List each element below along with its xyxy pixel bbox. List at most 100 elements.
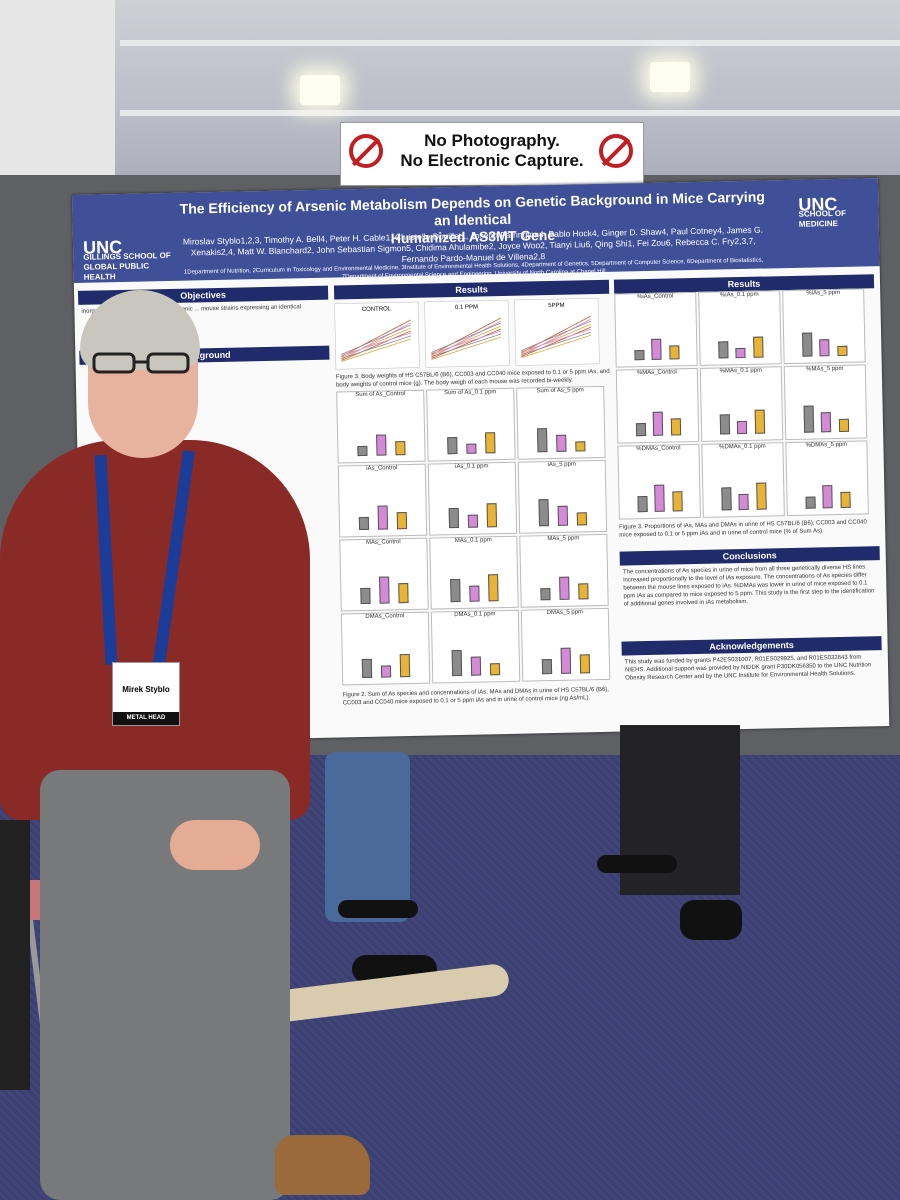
boxplot-panel: MAs_0.1 ppm (429, 535, 519, 610)
boxplot-panel: %iAs_0.1 ppm (698, 290, 782, 366)
boxplot-panel: Sum of As_5 ppm (516, 385, 606, 460)
shoe (680, 900, 742, 940)
glasses-icon (92, 352, 190, 374)
growth-line (341, 338, 412, 362)
boxplot-title: Sum of As_0.1 ppm (443, 389, 497, 397)
boxplot-title: Sum of As_Control (355, 391, 406, 399)
boxplot-box (399, 654, 410, 678)
growth-line (521, 320, 591, 351)
growth-panel-title: 0.1 PPM (455, 305, 478, 311)
boxplot-box (805, 496, 816, 509)
growth-line (341, 327, 412, 358)
boxplot-box (555, 434, 567, 452)
growth-line (521, 315, 591, 353)
growth-line (341, 335, 412, 359)
logo-gillings: UNC GILLINGS SCHOOL OF GLOBAL PUBLIC HEA… (83, 237, 179, 283)
logo-right-line2: MEDICINE (798, 218, 838, 229)
boxplot-box (541, 659, 553, 675)
boxplot-box (357, 445, 368, 457)
boxplot-title: MAs_0.1 ppm (454, 537, 492, 545)
boxplot-box (669, 345, 680, 360)
growth-line (341, 319, 411, 357)
boxplot-panel: MAs_5 ppm (519, 533, 609, 608)
name-badge: Mirek Styblo METAL HEAD (112, 662, 180, 726)
boxplot-box (469, 585, 480, 602)
growth-line (341, 324, 411, 355)
boxplot-box (652, 411, 664, 436)
boxplot-box (820, 412, 832, 433)
boxplot-box (470, 656, 481, 676)
boxplot-panel: %iAs_Control (614, 291, 698, 368)
growth-line (521, 323, 591, 354)
boxplot-title: MAs_Control (365, 539, 401, 546)
boxplot-box (361, 658, 373, 679)
boxplot-box (654, 484, 665, 512)
growth-line (431, 333, 502, 357)
research-poster: UNC GILLINGS SCHOOL OF GLOBAL PUBLIC HEA… (72, 178, 890, 743)
boxplot-box (752, 336, 764, 358)
boxplot-box (838, 418, 849, 432)
boxplot-box (557, 505, 568, 526)
growth-line (431, 336, 502, 360)
boxplot-box (377, 505, 388, 530)
boxplot-box (819, 339, 830, 357)
boxplot-box (577, 583, 589, 600)
boxplot-box (538, 499, 549, 527)
boxplot-title: DMAs_Control (365, 613, 405, 620)
boxplot-box (467, 514, 478, 528)
boxplot-panel: %MAs_5 ppm (783, 364, 868, 441)
boxplot-box (637, 496, 648, 513)
growth-line (521, 331, 592, 356)
logo-som: UNC SCHOOL OF MEDICINE (798, 194, 869, 229)
boxplot-panel: %DMAs_0.1 ppm (701, 442, 785, 518)
growth-line (431, 330, 502, 354)
boxplot-title: %DMAs_0.1 ppm (719, 443, 766, 451)
boxplot-box (837, 345, 848, 357)
boxplot-box (486, 503, 497, 528)
boxplot-box (579, 654, 590, 674)
boxplot-box (536, 428, 548, 453)
boxplot-box (558, 576, 570, 600)
boxplot-panel: %MAs_Control (615, 367, 700, 444)
boxplot-box (735, 347, 746, 359)
boxplot-panel: Sum of As_Control (336, 389, 426, 464)
boxplot-box (358, 516, 369, 531)
ceiling-beam (120, 40, 900, 46)
no-photography-sign: No Photography. No Electronic Capture. (340, 122, 644, 186)
boxplot-box (737, 420, 748, 435)
boxplot-box (466, 443, 477, 454)
ceiling-beam (120, 110, 900, 116)
boxplot-title: %iAs_5 ppm (806, 289, 841, 297)
clasped-hands (170, 820, 260, 870)
right-column: Results %iAs_Control %iAs_0.1 ppm %iAs_5 p… (613, 274, 883, 691)
shoe (597, 855, 677, 873)
results-heading-mid: Results (333, 279, 610, 300)
growth-line (521, 318, 591, 356)
boxplot-box (840, 491, 851, 508)
boxplot-box (717, 341, 729, 359)
boxplot-panel: DMAs_5 ppm (520, 607, 611, 682)
boxplot-box (450, 578, 461, 603)
growth-line (521, 334, 592, 359)
boxplot-panel: iAs_0.1 ppm (427, 461, 518, 536)
boxplot-box (738, 493, 749, 511)
growth-line (341, 332, 412, 356)
boxplot-title: %iAs_Control (637, 293, 674, 301)
growth-line (341, 330, 412, 361)
boxplot-panel: %MAs_0.1 ppm (699, 366, 784, 442)
ceiling-light (300, 75, 340, 105)
badge-name: Mirek Styblo (122, 685, 170, 694)
no-phone-icon (599, 134, 633, 168)
boxplot-box (484, 432, 496, 454)
growth-panel-title: CONTROL (362, 306, 392, 313)
boxplot-box (801, 332, 813, 357)
acknowledgements-text: This study was funded by grants P42ES031… (624, 654, 872, 682)
boxplot-box (575, 441, 586, 452)
boxplot-box (754, 409, 765, 434)
boxplot-box (755, 482, 767, 510)
growth-line (431, 328, 502, 359)
boxplot-panel: DMAs_0.1 ppm (430, 609, 521, 684)
boxplot-box (375, 434, 387, 456)
growth-line (431, 322, 501, 353)
boxplot-title: iAs_0.1 ppm (455, 463, 489, 471)
